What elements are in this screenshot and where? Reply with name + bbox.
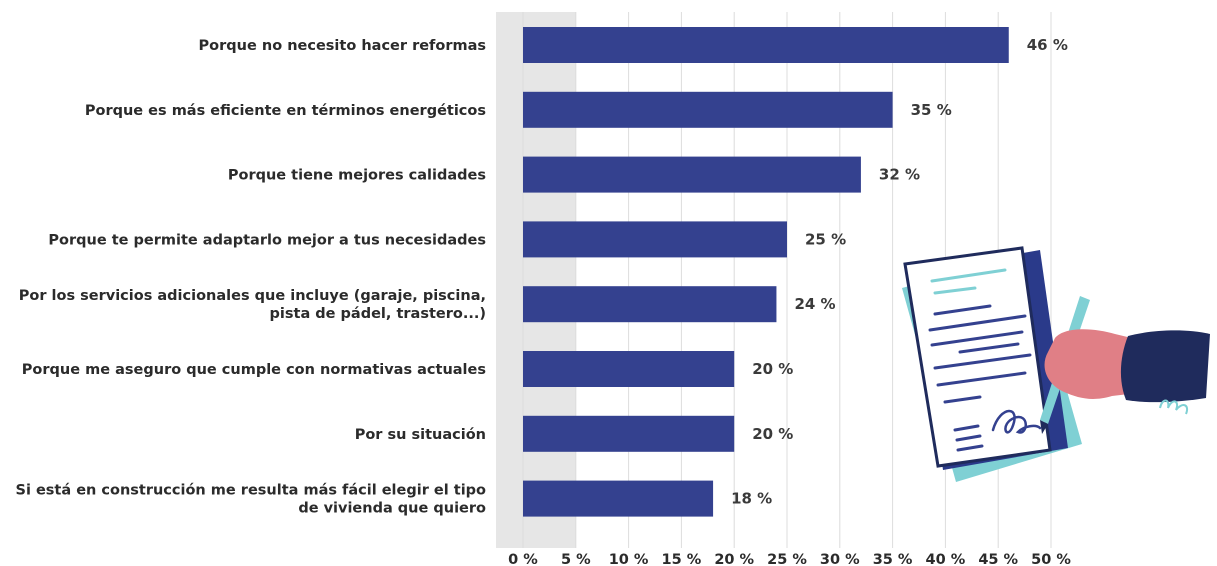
category-label-line: Por los servicios adicionales que incluy… [19, 288, 486, 304]
x-tick-label: 25 % [767, 552, 807, 566]
bar [523, 351, 735, 387]
contract-signing-illustration [902, 246, 1210, 482]
category-label-line: Si está en construcción me resulta más f… [16, 483, 487, 499]
x-tick-label: 0 % [508, 552, 538, 566]
value-label: 20 % [752, 360, 793, 378]
category-label-line: Porque me aseguro que cumple con normati… [22, 362, 486, 378]
x-tick-label: 50 % [1031, 552, 1071, 566]
category-label-line: Porque tiene mejores calidades [228, 168, 486, 184]
value-label: 35 % [911, 101, 952, 119]
x-tick-label: 5 % [561, 552, 591, 566]
sleeve-cuff-squiggle [1159, 399, 1188, 415]
pen-tip [1040, 420, 1048, 434]
value-label: 18 % [731, 490, 772, 508]
category-labels: Porque no necesito hacer reformas Porque … [16, 38, 487, 517]
x-tick-label: 45 % [978, 552, 1018, 566]
category-label: Por los servicios adicionales que incluy… [19, 288, 486, 322]
sleeve [1120, 330, 1210, 403]
x-tick-label: 15 % [662, 552, 702, 566]
category-label-line: Por su situación [355, 427, 486, 443]
bars [523, 27, 1009, 517]
bar [523, 156, 861, 193]
category-label: Si está en construcción me resulta más f… [16, 483, 487, 517]
category-label: Por su situación [355, 427, 486, 443]
x-tick-label: 10 % [609, 552, 649, 566]
bar [523, 286, 777, 323]
category-label-line: pista de pádel, trastero...) [270, 306, 486, 322]
bar [523, 415, 735, 452]
x-tick-label: 20 % [714, 552, 754, 566]
bar [523, 480, 714, 517]
value-label: 32 % [879, 166, 920, 184]
value-label: 24 % [794, 295, 835, 313]
bar [523, 27, 1009, 63]
x-tick-label: 30 % [820, 552, 860, 566]
bar [523, 91, 893, 128]
category-label: Porque me aseguro que cumple con normati… [22, 362, 486, 378]
paper-text-lines [928, 268, 1032, 452]
category-label-line: Porque no necesito hacer reformas [199, 38, 486, 54]
x-axis-ticks: 0 % 5 % 10 % 15 % 20 % 25 % 30 % 35 % 40 % 45 % 50… [508, 552, 1071, 566]
value-labels: 46 % 35 % 32 % 25 % 24 % 20 % 20 % 18 % [731, 36, 1068, 508]
category-label: Porque es más eficiente en términos ener… [85, 103, 486, 119]
category-label: Porque tiene mejores calidades [228, 168, 486, 184]
x-tick-label: 40 % [926, 552, 966, 566]
category-label-line: de vivienda que quiero [298, 501, 486, 517]
value-label: 46 % [1027, 36, 1068, 54]
x-tick-label: 35 % [873, 552, 913, 566]
category-label: Porque no necesito hacer reformas [199, 38, 486, 54]
category-label: Porque te permite adaptarlo mejor a tus … [48, 232, 486, 248]
category-label-line: Porque es más eficiente en términos ener… [85, 103, 486, 119]
value-label: 25 % [805, 230, 846, 248]
bar [523, 221, 787, 258]
value-label: 20 % [752, 425, 793, 443]
category-label-line: Porque te permite adaptarlo mejor a tus … [48, 232, 486, 248]
signature-scribble [991, 409, 1042, 434]
hand [1044, 329, 1146, 399]
